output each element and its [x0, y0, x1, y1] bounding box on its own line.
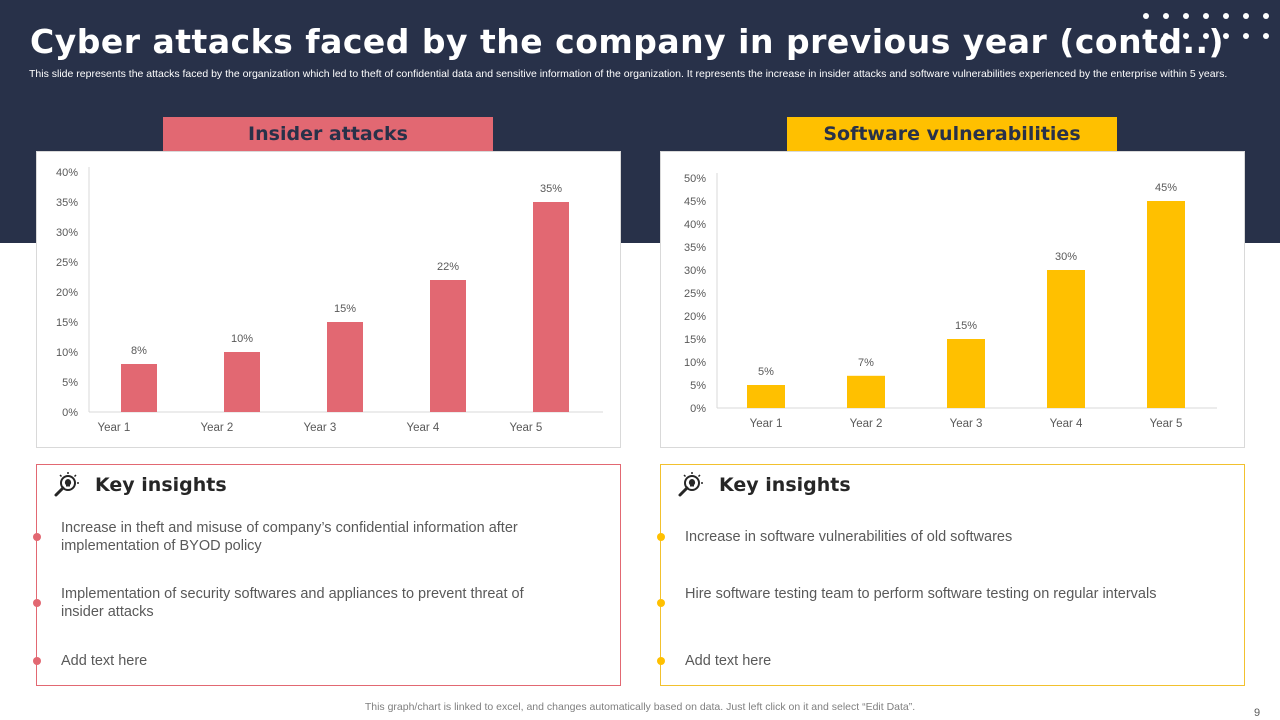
decorative-dot — [1263, 33, 1269, 39]
insider-insights-header: Key insights — [53, 471, 227, 499]
decorative-dot — [1243, 33, 1249, 39]
y-tick-label: 45% — [684, 196, 706, 208]
bar-year-5 — [533, 202, 569, 412]
software-vulnerabilities-chart[interactable]: 0% 5% 10% 15% 20% 25% 30% 35% 40% 45% 50% 5% Year 1 7… — [660, 151, 1245, 448]
bullet-dot — [33, 599, 41, 607]
x-tick-label: Year 2 — [201, 422, 234, 434]
data-label: 7% — [858, 357, 874, 369]
y-tick-label: 5% — [62, 377, 78, 389]
data-label: 15% — [334, 303, 356, 315]
x-tick-label: Year 1 — [750, 418, 783, 430]
software-insight-3[interactable]: Add text here — [685, 653, 772, 669]
decorative-dot — [1203, 33, 1209, 39]
decorative-dot — [1223, 13, 1229, 19]
footnote: This graph/chart is linked to excel, and… — [364, 701, 916, 713]
y-tick-label: 40% — [56, 167, 78, 179]
data-label: 5% — [758, 366, 774, 378]
data-label: 30% — [1055, 251, 1077, 263]
x-tick-label: Year 5 — [510, 422, 543, 434]
software-insight-1: Increase in software vulnerabilities of … — [685, 529, 1013, 545]
page-number: 9 — [1254, 707, 1261, 719]
x-tick-label: Year 4 — [1050, 418, 1083, 430]
slide-title: Cyber attacks faced by the company in pr… — [30, 22, 1225, 61]
bar-year-1 — [747, 385, 785, 408]
bullet-dot — [33, 533, 41, 541]
bar-year-4 — [1047, 270, 1085, 408]
decorative-dot — [1183, 33, 1189, 39]
bar-year-1 — [121, 364, 157, 412]
y-tick-label: 20% — [684, 311, 706, 323]
x-tick-label: Year 5 — [1150, 418, 1183, 430]
x-tick-label: Year 1 — [98, 422, 131, 434]
software-insights-title: Key insights — [719, 474, 851, 496]
software-insights-box: Key insights Increase in software vulner… — [657, 464, 1245, 686]
y-tick-label: 20% — [56, 287, 78, 299]
data-label: 35% — [540, 183, 562, 195]
decorative-dots — [1140, 10, 1270, 44]
bar-year-2 — [847, 375, 885, 408]
bullet-dot — [33, 657, 41, 665]
y-tick-label: 15% — [684, 334, 706, 346]
bar-year-5 — [1147, 201, 1185, 408]
y-tick-label: 35% — [56, 197, 78, 209]
x-tick-label: Year 3 — [950, 418, 983, 430]
bullet-dot — [657, 533, 665, 541]
data-label: 45% — [1155, 182, 1177, 194]
decorative-dot — [1143, 13, 1149, 19]
software-vulnerabilities-chart-svg: 0% 5% 10% 15% 20% 25% 30% 35% 40% 45% 50% 5% Year 1 7… — [684, 173, 1217, 430]
y-tick-label: 35% — [684, 242, 706, 254]
decorative-dot — [1223, 33, 1229, 39]
y-tick-label: 25% — [684, 288, 706, 300]
decorative-dot — [1163, 13, 1169, 19]
decorative-dot — [1183, 13, 1189, 19]
y-tick-label: 0% — [62, 407, 78, 419]
bar-year-3 — [327, 322, 363, 412]
bar-year-4 — [430, 280, 466, 412]
insider-insight-3[interactable]: Add text here — [61, 653, 148, 669]
decorative-dot — [1143, 33, 1149, 39]
insider-attacks-chart-svg: 0% 5% 10% 15% 20% 25% 30% 35% 40% 8% Year 1 10% Year… — [56, 167, 603, 434]
x-tick-label: Year 4 — [407, 422, 440, 434]
data-label: 10% — [231, 333, 253, 345]
bullet-dot — [657, 657, 665, 665]
decorative-dot — [1163, 33, 1169, 39]
insider-attacks-label: Insider attacks — [163, 117, 493, 151]
data-label: 15% — [955, 320, 977, 332]
bullet-dot — [657, 599, 665, 607]
x-tick-label: Year 3 — [304, 422, 337, 434]
data-label: 8% — [131, 345, 147, 357]
y-tick-label: 10% — [684, 357, 706, 369]
data-label: 22% — [437, 261, 459, 273]
insider-insight-1: Increase in theft and misuse of company’… — [61, 520, 518, 554]
slide-subtitle: This slide represents the attacks faced … — [29, 68, 1228, 80]
y-tick-label: 50% — [684, 173, 706, 185]
y-tick-label: 40% — [684, 219, 706, 231]
y-tick-label: 10% — [56, 347, 78, 359]
bar-year-3 — [947, 339, 985, 408]
insider-insights-box: Key insights Increase in theft and misus… — [33, 464, 621, 686]
software-insights-header: Key insights — [677, 471, 851, 499]
bar-year-2 — [224, 352, 260, 412]
y-tick-label: 0% — [690, 403, 706, 415]
insider-attacks-chart[interactable]: 0% 5% 10% 15% 20% 25% 30% 35% 40% 8% Year 1 10% Year… — [36, 151, 621, 448]
lightbulb-magnifier-icon — [54, 472, 79, 497]
y-tick-label: 5% — [690, 380, 706, 392]
insider-insights-title: Key insights — [95, 474, 227, 496]
decorative-dot — [1263, 13, 1269, 19]
x-tick-label: Year 2 — [850, 418, 883, 430]
y-tick-label: 30% — [684, 265, 706, 277]
decorative-dot — [1243, 13, 1249, 19]
insider-insight-2: Implementation of security softwares and… — [61, 586, 524, 620]
y-tick-label: 30% — [56, 227, 78, 239]
y-tick-label: 25% — [56, 257, 78, 269]
lightbulb-magnifier-icon — [678, 472, 703, 497]
decorative-dot — [1203, 13, 1209, 19]
software-insight-2: Hire software testing team to perform so… — [685, 586, 1157, 602]
y-tick-label: 15% — [56, 317, 78, 329]
software-vulnerabilities-label: Software vulnerabilities — [787, 117, 1117, 151]
